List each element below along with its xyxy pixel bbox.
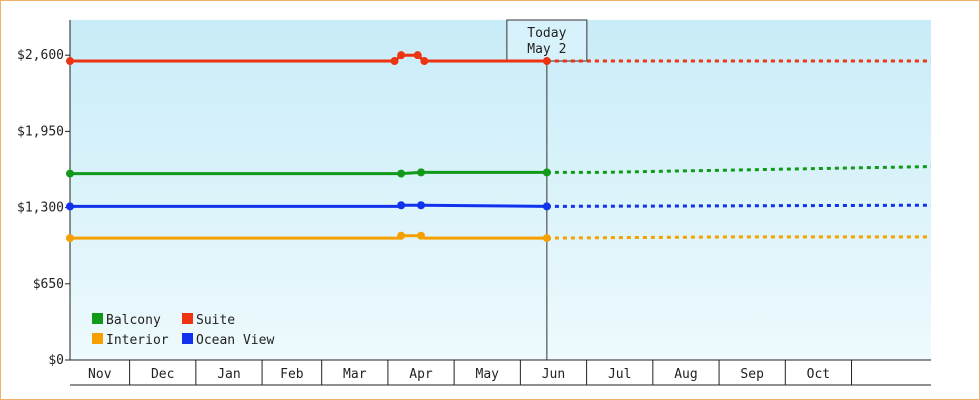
y-tick-label: $650 — [33, 277, 64, 292]
x-tick-label: Jan — [217, 367, 240, 382]
data-point — [397, 231, 406, 240]
x-tick-label: Jul — [608, 367, 631, 382]
data-point — [397, 201, 406, 210]
data-point — [66, 169, 74, 178]
today-label: Today — [527, 26, 566, 41]
series-line-suite — [70, 53, 547, 63]
legend-swatch — [182, 313, 193, 324]
data-point — [66, 57, 74, 66]
forecast-line-ocean-view — [546, 203, 932, 208]
series-lines — [66, 51, 932, 243]
today-box — [506, 19, 588, 62]
legend-label: Interior — [106, 333, 169, 348]
x-tick-label: Apr — [409, 367, 433, 382]
series-suite — [66, 51, 931, 66]
y-tick-label: $1,950 — [17, 124, 64, 139]
y-tick-label: $1,300 — [17, 201, 64, 216]
legend-swatch — [182, 333, 193, 344]
data-point — [390, 57, 399, 66]
y-axis: $0 $650 $1,300 $1,950 $2,600 — [17, 20, 71, 368]
x-tick-label: Sep — [740, 367, 764, 382]
series-ocean-view — [66, 201, 932, 211]
x-tick-label: Dec — [151, 367, 174, 382]
x-tick-label: Jun — [542, 367, 565, 382]
forecast-line-balcony — [546, 165, 932, 174]
legend-label: Suite — [196, 313, 235, 328]
y-tick-label: $0 — [48, 353, 64, 368]
x-tick-label: Feb — [280, 367, 304, 382]
legend-item-balcony: Balcony — [92, 313, 161, 328]
legend: Balcony Suite Interior Ocean View — [92, 313, 274, 348]
data-point — [66, 202, 74, 211]
legend-label: Balcony — [106, 313, 161, 328]
x-tick-label: Mar — [343, 367, 367, 382]
legend-item-ocean-view: Ocean View — [182, 333, 274, 348]
series-interior — [66, 231, 931, 243]
data-point — [542, 234, 551, 243]
x-tick-label: Oct — [807, 367, 830, 382]
series-balcony — [66, 165, 932, 178]
legend-item-suite: Suite — [182, 313, 235, 328]
forecast-line-interior — [546, 235, 931, 240]
x-tick-label: Aug — [674, 367, 697, 382]
legend-swatch — [92, 313, 103, 324]
series-line-ocean-view — [70, 203, 547, 208]
data-point — [397, 51, 406, 60]
legend-swatch — [92, 333, 103, 344]
series-line-balcony — [70, 170, 547, 176]
data-point — [420, 57, 429, 66]
data-point — [542, 57, 551, 66]
x-axis: Nov Dec Jan Feb Mar Apr May Jun Jul Aug Sep Oct — [70, 359, 931, 386]
data-point — [417, 168, 426, 177]
legend-item-interior: Interior — [92, 333, 169, 348]
series-line-interior — [70, 234, 547, 240]
legend-label: Ocean View — [196, 333, 274, 348]
data-point — [397, 169, 406, 178]
y-tick-label: $2,600 — [17, 48, 64, 63]
x-tick-label: May — [476, 367, 500, 382]
data-point — [542, 202, 551, 211]
data-point — [417, 231, 426, 240]
today-label: May 2 — [527, 42, 566, 57]
data-point — [413, 51, 422, 60]
data-point — [542, 168, 551, 177]
data-point — [417, 201, 426, 210]
data-point — [66, 234, 74, 243]
x-tick-label: Nov — [88, 367, 112, 382]
plot-area — [70, 20, 931, 360]
